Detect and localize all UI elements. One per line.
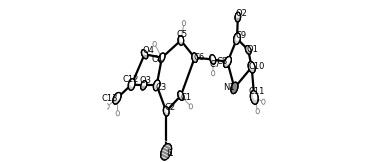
Ellipse shape <box>116 111 119 116</box>
Ellipse shape <box>141 81 147 90</box>
Text: O2: O2 <box>236 9 247 18</box>
Ellipse shape <box>262 99 265 104</box>
Text: C4: C4 <box>152 55 163 64</box>
Ellipse shape <box>224 57 231 68</box>
Ellipse shape <box>106 104 109 109</box>
Ellipse shape <box>248 61 255 73</box>
Ellipse shape <box>250 63 254 69</box>
Text: N1: N1 <box>223 83 235 92</box>
Ellipse shape <box>163 106 169 116</box>
Ellipse shape <box>253 92 257 100</box>
Text: C8: C8 <box>217 57 228 66</box>
Ellipse shape <box>194 54 197 60</box>
Ellipse shape <box>113 93 121 104</box>
Text: C1: C1 <box>180 93 191 102</box>
Ellipse shape <box>182 21 186 26</box>
Text: I1: I1 <box>166 149 174 158</box>
Ellipse shape <box>251 91 258 104</box>
Ellipse shape <box>153 80 160 91</box>
Ellipse shape <box>235 12 241 22</box>
Ellipse shape <box>192 53 197 63</box>
Ellipse shape <box>211 56 215 61</box>
Ellipse shape <box>192 53 197 63</box>
Ellipse shape <box>233 33 240 45</box>
Ellipse shape <box>224 57 231 68</box>
Ellipse shape <box>159 53 165 62</box>
Ellipse shape <box>161 54 164 59</box>
Text: C11: C11 <box>248 87 265 96</box>
Text: C10: C10 <box>248 62 265 71</box>
Ellipse shape <box>189 104 193 109</box>
Text: C6: C6 <box>194 53 205 62</box>
Ellipse shape <box>115 93 120 100</box>
Ellipse shape <box>163 106 169 116</box>
Ellipse shape <box>165 107 168 113</box>
Ellipse shape <box>248 61 255 73</box>
Text: C13: C13 <box>102 94 118 103</box>
Ellipse shape <box>155 81 159 87</box>
Ellipse shape <box>245 46 251 54</box>
Ellipse shape <box>178 91 184 100</box>
Text: O4: O4 <box>143 46 154 55</box>
Text: C3: C3 <box>155 83 167 92</box>
Ellipse shape <box>236 34 240 41</box>
Text: O1: O1 <box>247 45 258 54</box>
Ellipse shape <box>159 53 165 62</box>
Ellipse shape <box>180 92 183 98</box>
Ellipse shape <box>161 144 172 160</box>
Ellipse shape <box>180 37 183 42</box>
Ellipse shape <box>141 50 148 59</box>
Ellipse shape <box>231 82 238 94</box>
Ellipse shape <box>128 79 135 90</box>
Ellipse shape <box>251 91 258 104</box>
Ellipse shape <box>113 93 121 104</box>
Text: C5: C5 <box>176 30 187 39</box>
Ellipse shape <box>256 109 260 114</box>
Text: C7: C7 <box>209 60 221 69</box>
Ellipse shape <box>153 41 157 46</box>
Ellipse shape <box>210 55 216 64</box>
Ellipse shape <box>128 79 135 90</box>
Ellipse shape <box>178 91 184 100</box>
Ellipse shape <box>233 33 240 45</box>
Ellipse shape <box>178 36 184 45</box>
Ellipse shape <box>141 81 147 90</box>
Text: C2: C2 <box>164 103 175 112</box>
Text: O3: O3 <box>139 76 152 85</box>
Ellipse shape <box>153 80 160 91</box>
Text: C12: C12 <box>122 75 139 84</box>
Ellipse shape <box>130 80 134 87</box>
Ellipse shape <box>141 50 148 59</box>
Ellipse shape <box>226 58 230 64</box>
Ellipse shape <box>210 55 216 64</box>
Text: C9: C9 <box>236 31 247 40</box>
Ellipse shape <box>245 46 251 54</box>
Ellipse shape <box>178 36 184 45</box>
Ellipse shape <box>211 71 215 76</box>
Ellipse shape <box>235 12 241 22</box>
Ellipse shape <box>231 82 238 94</box>
Ellipse shape <box>161 144 172 160</box>
